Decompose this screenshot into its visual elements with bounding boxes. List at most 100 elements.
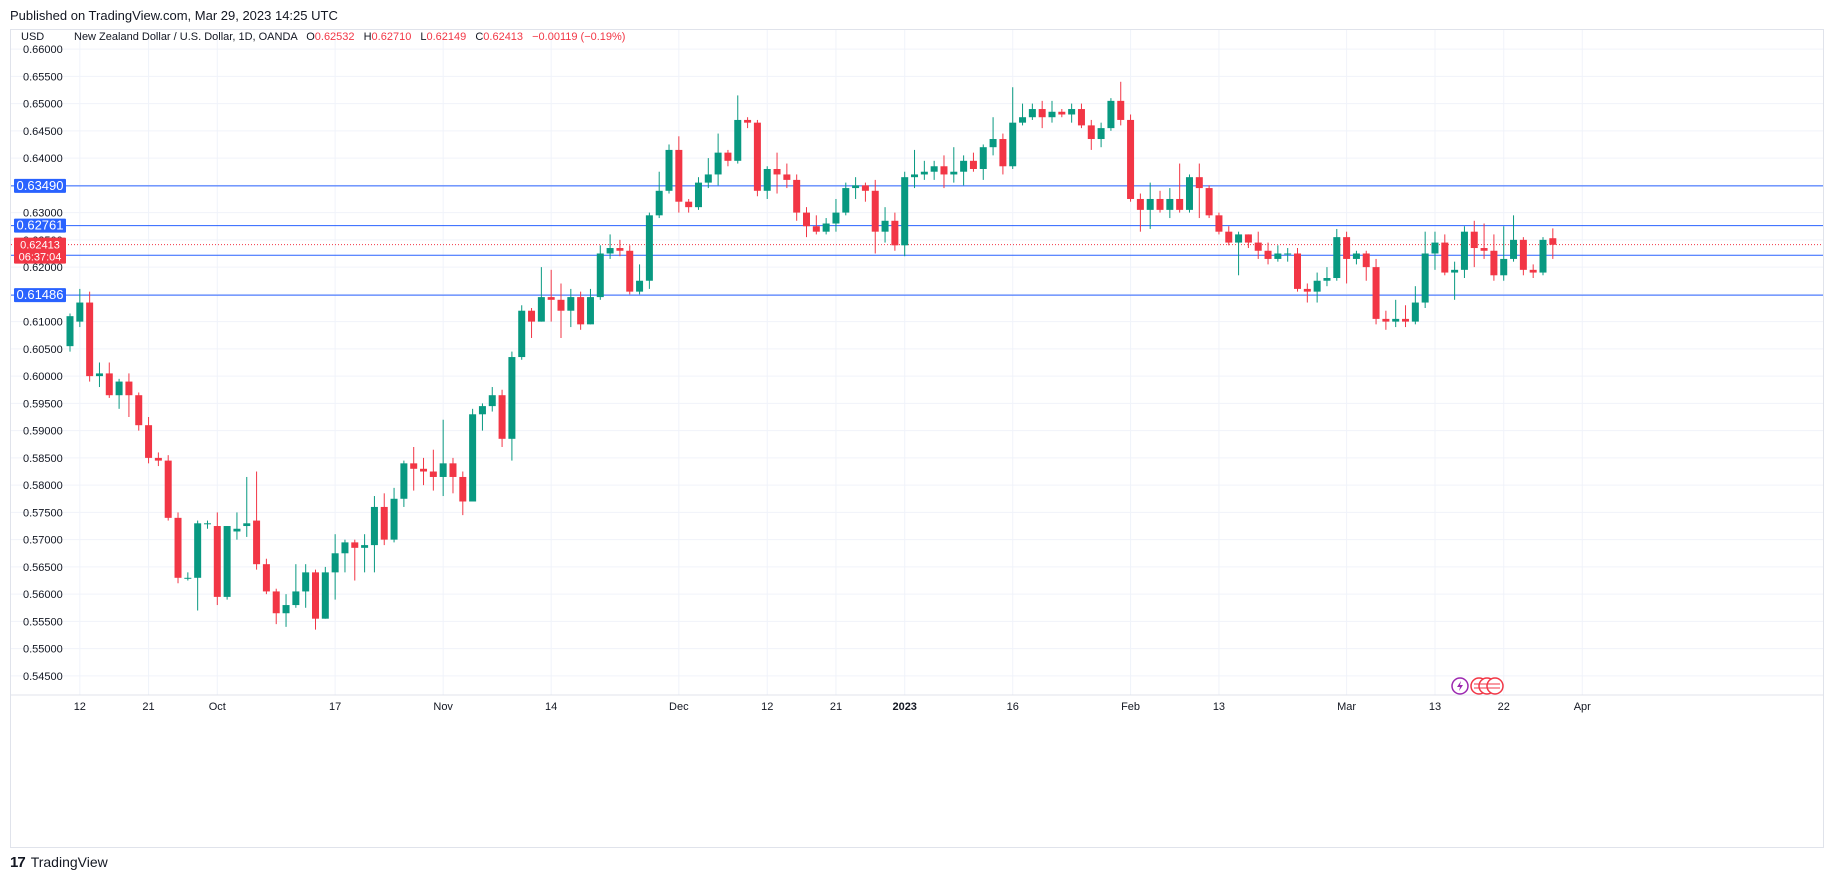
candle (1019, 103, 1027, 126)
time-tick-label: Nov (433, 701, 453, 713)
candle-body (1156, 198, 1164, 210)
candle-body (969, 160, 977, 169)
candle (1313, 272, 1321, 303)
ohlc-high-label: H (364, 31, 372, 43)
candle-body (518, 310, 526, 358)
candle-body (508, 357, 516, 439)
candle-body (911, 174, 919, 178)
candle-body (1372, 267, 1380, 319)
candle (714, 133, 722, 186)
candle (1392, 299, 1400, 328)
candle-body (950, 171, 958, 175)
candle (528, 307, 536, 338)
candle (1519, 237, 1527, 276)
time-tick-label: 2023 (892, 701, 916, 713)
candle (1087, 119, 1095, 150)
candle (223, 526, 231, 600)
us-flag-icon-3[interactable] (1486, 677, 1504, 695)
candle-body (213, 526, 221, 597)
price-tick-label: 0.57000 (23, 535, 63, 547)
last-price-value: 0.62413 (20, 240, 60, 252)
candle-body (1421, 253, 1429, 303)
candle-body (459, 476, 467, 502)
candle-body (1333, 237, 1341, 279)
candle (341, 539, 349, 573)
candle-body (95, 373, 103, 377)
candle (1127, 114, 1135, 202)
candle-body (1362, 253, 1370, 268)
candle (1117, 81, 1125, 126)
candle-body (901, 177, 909, 246)
candle-body (1313, 280, 1321, 292)
candle-body (930, 166, 938, 172)
candle (930, 160, 938, 180)
level-tag: 0.63490 (14, 178, 66, 193)
candle-body (744, 119, 752, 123)
price-tick-label: 0.61000 (23, 317, 63, 329)
candle-body (1441, 242, 1449, 273)
candle-body (1392, 318, 1400, 322)
candlestick-chart[interactable]: 0.660000.655000.650000.645000.640000.635… (11, 30, 1823, 847)
candle (1460, 226, 1468, 279)
event-flags[interactable] (1451, 677, 1504, 695)
candle (253, 471, 261, 570)
candle-body (1215, 215, 1223, 232)
candle (655, 171, 663, 219)
time-tick-label: 22 (1498, 701, 1510, 713)
candle-body (763, 168, 771, 191)
candle (1185, 174, 1193, 213)
candle (1421, 231, 1429, 308)
candle-body (1225, 231, 1233, 243)
time-tick-label: 21 (142, 701, 154, 713)
candle-body (881, 220, 889, 232)
candle-body (1549, 238, 1557, 245)
candle-body (842, 188, 850, 213)
level-tag-label: 0.61486 (17, 287, 64, 302)
candle-body (262, 564, 270, 592)
ohlc-change: −0.00119 (−0.19%) (532, 31, 625, 43)
candle (1343, 231, 1351, 284)
candle-body (1254, 242, 1262, 251)
candle (960, 155, 968, 186)
ohlc-low: 0.62149 (427, 31, 467, 43)
candle (1146, 182, 1154, 229)
candle-body (803, 212, 810, 227)
candle (1028, 103, 1036, 120)
candle (292, 564, 300, 608)
candle-body (174, 517, 182, 578)
candle-body (164, 460, 172, 518)
candle (508, 351, 516, 461)
candle-body (822, 223, 830, 232)
candle (1431, 231, 1439, 270)
candle (1264, 242, 1272, 265)
candle (145, 417, 153, 464)
candle (744, 117, 752, 129)
candle (1411, 286, 1419, 325)
candle-body (891, 220, 899, 246)
candle (420, 457, 428, 486)
candle-body (321, 572, 329, 619)
chart-frame[interactable]: 0.660000.655000.650000.645000.640000.635… (10, 29, 1824, 848)
candle-body (203, 523, 211, 525)
candle (1451, 261, 1459, 300)
tradingview-logo[interactable]: 17 TradingView (10, 852, 108, 872)
candle (174, 512, 182, 584)
candle-body (341, 542, 349, 554)
time-tick-label: Oct (209, 701, 226, 713)
price-tick-label: 0.56000 (23, 589, 63, 601)
price-tags: 0.634900.627610.622180.614860.6241306:37… (14, 178, 66, 303)
candle-body (1009, 122, 1017, 167)
countdown-timer: 06:37:04 (19, 252, 62, 264)
candle-body (1264, 250, 1272, 259)
candle-body (1490, 250, 1498, 276)
candle-body (586, 297, 594, 325)
candle-body (243, 523, 251, 527)
candle-body (577, 297, 585, 325)
candle (1176, 163, 1184, 213)
candle-body (979, 147, 987, 169)
candle (449, 457, 457, 494)
candle (498, 389, 506, 447)
candle-body (410, 463, 418, 469)
candle (567, 288, 575, 328)
candle-body (449, 463, 457, 477)
